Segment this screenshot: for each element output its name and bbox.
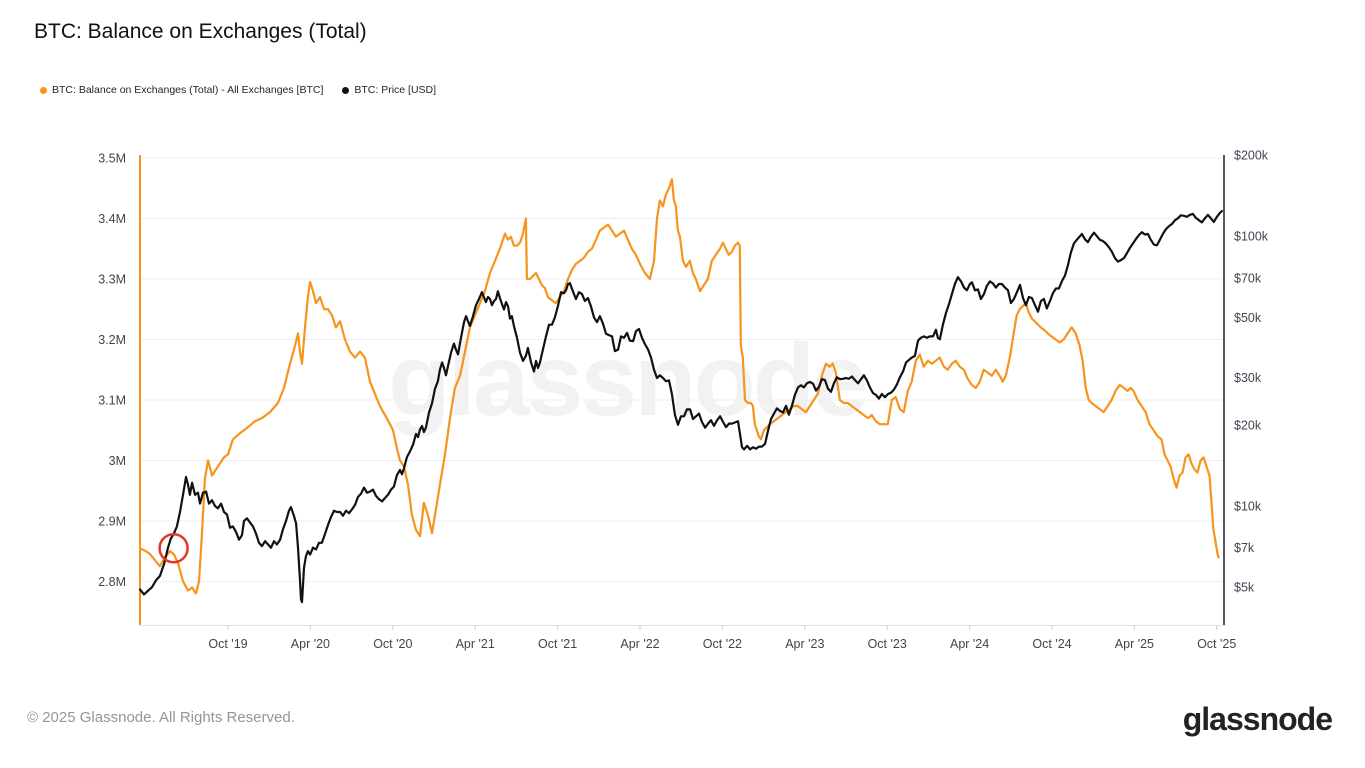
right-axis-tick-label: $5k <box>1234 581 1255 595</box>
left-axis-tick-label: 3.1M <box>98 394 126 408</box>
balance-series-swatch-icon <box>40 86 47 94</box>
x-tick-label: Apr '22 <box>620 637 659 651</box>
right-axis-tick-label: $7k <box>1234 541 1255 555</box>
x-tick-label: Oct '21 <box>538 637 577 651</box>
price-series-path[interactable] <box>138 209 1223 604</box>
legend-item-price[interactable]: BTC: Price [USD] <box>342 84 436 96</box>
right-axis-tick-label: $50k <box>1234 311 1262 325</box>
x-tick-label: Oct '24 <box>1032 637 1071 651</box>
legend-item-balance-label: BTC: Balance on Exchanges (Total) - All … <box>52 84 324 96</box>
x-tick-label: Apr '25 <box>1115 637 1154 651</box>
left-axis-tick-label: 2.9M <box>98 515 126 529</box>
glassnode-logo: glassnode <box>1182 701 1333 737</box>
balance-series-path[interactable] <box>138 178 1220 595</box>
legend-item-price-label: BTC: Price [USD] <box>354 84 437 96</box>
left-axis-tick-label: 3.3M <box>98 273 126 287</box>
right-axis-tick-label: $30k <box>1234 371 1262 385</box>
copyright-notice: © 2025 Glassnode. All Rights Reserved. <box>27 709 295 726</box>
left-axis-tick-label: 3M <box>109 454 126 468</box>
right-axis-tick-label: $70k <box>1234 272 1262 286</box>
annotation-circle <box>158 532 189 564</box>
left-axis-tick-label: 3.5M <box>98 152 126 166</box>
x-tick-label: Oct '25 <box>1197 637 1236 651</box>
right-axis-tick-label: $10k <box>1234 500 1262 514</box>
x-tick-label: Apr '24 <box>950 637 989 651</box>
right-axis-tick-label: $20k <box>1234 418 1262 432</box>
right-axis-tick-label: $200k <box>1234 149 1269 163</box>
page-title: BTC: Balance on Exchanges (Total) <box>34 20 367 43</box>
left-axis-tick-label: 2.8M <box>98 575 126 589</box>
price-series-swatch-icon <box>342 86 350 94</box>
x-tick-label: Oct '23 <box>868 637 907 651</box>
x-tick-label: Apr '23 <box>785 637 824 651</box>
x-tick-label: Oct '20 <box>373 637 412 651</box>
left-axis-tick-label: 3.2M <box>98 333 126 347</box>
x-tick-label: Oct '19 <box>208 637 247 651</box>
x-tick-label: Apr '21 <box>456 637 495 651</box>
legend: BTC: Balance on Exchanges (Total) - All … <box>40 84 436 96</box>
right-axis-tick-label: $100k <box>1234 230 1269 244</box>
legend-item-balance[interactable]: BTC: Balance on Exchanges (Total) - All … <box>40 84 323 96</box>
left-axis-tick-label: 3.4M <box>98 212 126 226</box>
x-tick-label: Oct '22 <box>703 637 742 651</box>
x-tick-label: Apr '20 <box>291 637 330 651</box>
